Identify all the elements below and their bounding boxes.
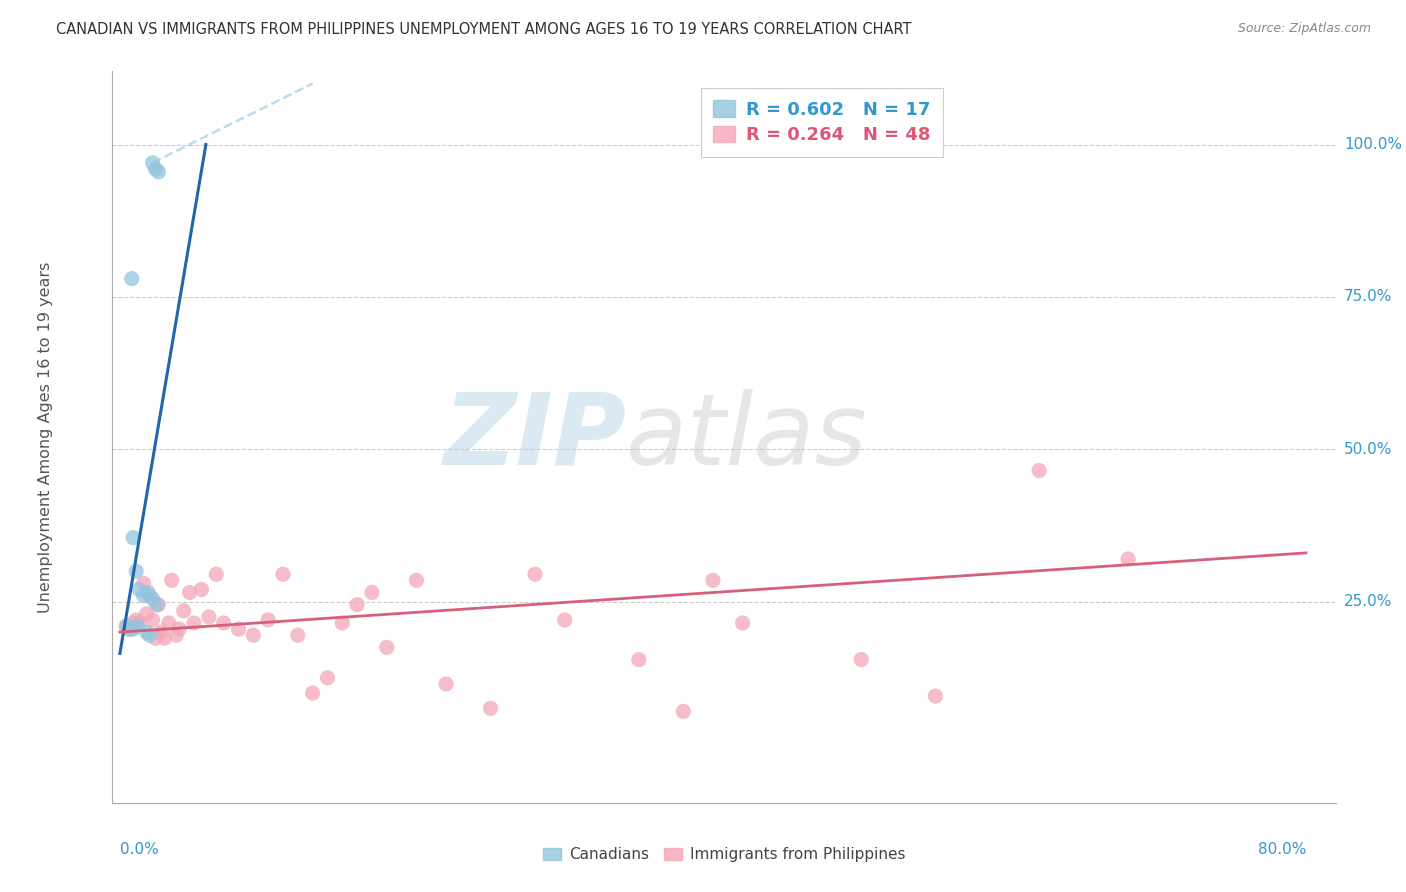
Point bbox=[1028, 464, 1050, 478]
Point bbox=[346, 598, 368, 612]
Point bbox=[1116, 552, 1139, 566]
Point bbox=[132, 589, 155, 603]
Point bbox=[924, 689, 946, 703]
Text: 50.0%: 50.0% bbox=[1344, 442, 1392, 457]
Point bbox=[190, 582, 212, 597]
Point bbox=[330, 615, 353, 630]
Point bbox=[167, 622, 190, 636]
Point bbox=[554, 613, 576, 627]
Point bbox=[153, 632, 176, 646]
Legend: Canadians, Immigrants from Philippines: Canadians, Immigrants from Philippines bbox=[537, 841, 911, 868]
Point bbox=[125, 564, 148, 578]
Point bbox=[271, 567, 294, 582]
Text: atlas: atlas bbox=[626, 389, 868, 485]
Point bbox=[127, 619, 149, 633]
Point bbox=[128, 615, 150, 630]
Point bbox=[121, 271, 143, 285]
Point bbox=[141, 591, 163, 606]
Point bbox=[287, 628, 309, 642]
Point bbox=[138, 628, 160, 642]
Point bbox=[125, 613, 148, 627]
Point bbox=[138, 589, 160, 603]
Point bbox=[135, 625, 157, 640]
Point bbox=[136, 585, 159, 599]
Text: 25.0%: 25.0% bbox=[1344, 594, 1392, 609]
Text: Unemployment Among Ages 16 to 19 years: Unemployment Among Ages 16 to 19 years bbox=[38, 261, 52, 613]
Point bbox=[702, 574, 724, 588]
Point bbox=[851, 652, 873, 666]
Point bbox=[150, 625, 173, 640]
Point bbox=[731, 615, 754, 630]
Point bbox=[122, 615, 145, 630]
Point bbox=[120, 622, 142, 636]
Point bbox=[301, 686, 323, 700]
Text: 80.0%: 80.0% bbox=[1258, 842, 1306, 856]
Point bbox=[145, 161, 167, 176]
Point bbox=[132, 576, 155, 591]
Point bbox=[145, 632, 167, 646]
Text: 100.0%: 100.0% bbox=[1344, 137, 1402, 152]
Text: Source: ZipAtlas.com: Source: ZipAtlas.com bbox=[1237, 22, 1371, 36]
Point bbox=[122, 531, 145, 545]
Text: 75.0%: 75.0% bbox=[1344, 289, 1392, 304]
Text: CANADIAN VS IMMIGRANTS FROM PHILIPPINES UNEMPLOYMENT AMONG AGES 16 TO 19 YEARS C: CANADIAN VS IMMIGRANTS FROM PHILIPPINES … bbox=[56, 22, 911, 37]
Point bbox=[242, 628, 264, 642]
Point bbox=[141, 613, 163, 627]
Point bbox=[479, 701, 502, 715]
Point bbox=[524, 567, 547, 582]
Point bbox=[212, 615, 235, 630]
Point bbox=[627, 652, 650, 666]
Point bbox=[114, 619, 136, 633]
Point bbox=[434, 677, 457, 691]
Point bbox=[135, 607, 157, 621]
Point bbox=[141, 156, 163, 170]
Text: 0.0%: 0.0% bbox=[120, 842, 159, 856]
Point bbox=[672, 705, 695, 719]
Point bbox=[118, 622, 141, 636]
Point bbox=[128, 582, 150, 597]
Point bbox=[361, 585, 384, 599]
Point bbox=[179, 585, 201, 599]
Point bbox=[160, 574, 183, 588]
Point bbox=[122, 622, 145, 636]
Point bbox=[146, 598, 169, 612]
Text: ZIP: ZIP bbox=[443, 389, 626, 485]
Point bbox=[316, 671, 339, 685]
Point bbox=[228, 622, 250, 636]
Point bbox=[257, 613, 280, 627]
Point bbox=[375, 640, 398, 655]
Point bbox=[198, 610, 221, 624]
Point bbox=[183, 615, 205, 630]
Point bbox=[165, 628, 187, 642]
Point bbox=[148, 598, 170, 612]
Point bbox=[173, 604, 195, 618]
Point bbox=[148, 165, 170, 179]
Point bbox=[117, 619, 139, 633]
Point bbox=[405, 574, 427, 588]
Point bbox=[157, 615, 180, 630]
Point bbox=[205, 567, 228, 582]
